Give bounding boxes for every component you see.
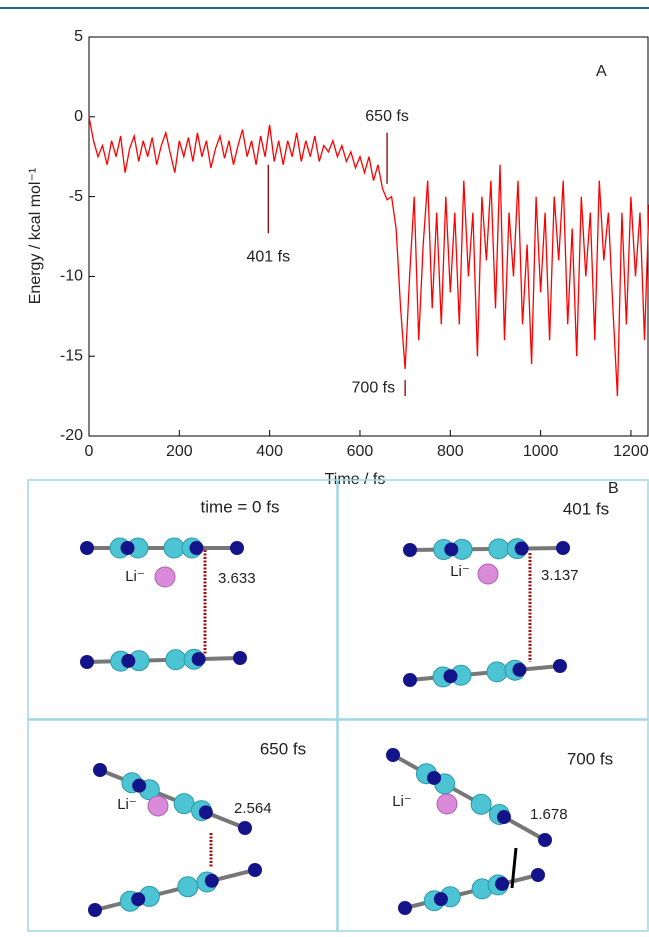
nitrogen-atom — [434, 892, 448, 906]
nitrogen-atom — [205, 874, 219, 888]
nitrogen-atom — [248, 863, 262, 877]
lithium-atom — [478, 564, 498, 584]
nitrogen-atom — [238, 821, 252, 835]
nitrogen-atom — [190, 541, 204, 555]
distance-label: 3.137 — [541, 567, 579, 584]
nitrogen-atom — [398, 901, 412, 915]
lithium-atom — [437, 794, 457, 814]
nitrogen-atom — [230, 541, 244, 555]
x-tick-label: 1200 — [613, 443, 649, 460]
nitrogen-atom — [121, 541, 135, 555]
ion-label: Li⁻ — [117, 796, 137, 813]
panel-title: 401 fs — [563, 499, 609, 518]
panel-title: time = 0 fs — [201, 497, 280, 516]
ion-label: Li⁻ — [125, 568, 145, 585]
carbon-atom — [178, 877, 198, 897]
nitrogen-atom — [556, 541, 570, 555]
plot-frame — [89, 37, 648, 436]
figure: Time / fs Energy / kcal mol⁻¹ A B -20-15… — [0, 0, 649, 932]
nitrogen-atom — [80, 541, 94, 555]
annotation-label: 650 fs — [365, 108, 409, 125]
nitrogen-atom — [132, 779, 146, 793]
nitrogen-atom — [93, 763, 107, 777]
bond — [393, 755, 545, 840]
distance-label: 1.678 — [530, 806, 568, 823]
y-axis-label: Energy / kcal mol⁻¹ — [27, 168, 44, 304]
ion-label: Li⁻ — [450, 563, 470, 580]
annotation-label: 401 fs — [246, 249, 290, 266]
nitrogen-atom — [538, 833, 552, 847]
panel-label: B — [608, 480, 619, 497]
bond — [410, 548, 563, 550]
nitrogen-atom — [233, 651, 247, 665]
panel-frame — [28, 480, 337, 719]
distance-label: 3.633 — [218, 570, 256, 587]
y-tick-label: 5 — [74, 28, 83, 45]
nitrogen-atom — [553, 659, 567, 673]
x-tick-label: 1000 — [523, 443, 559, 460]
lithium-atom — [155, 567, 175, 587]
carbon-atom — [164, 538, 184, 558]
nitrogen-atom — [199, 805, 213, 819]
nitrogen-atom — [403, 543, 417, 557]
y-tick-label: 0 — [74, 108, 83, 125]
carbon-atom — [471, 794, 491, 814]
nitrogen-atom — [88, 903, 102, 917]
nitrogen-atom — [497, 810, 511, 824]
annotation-label: 700 fs — [352, 379, 396, 396]
y-tick-label: -5 — [69, 188, 83, 205]
panel-label: A — [596, 63, 607, 80]
nitrogen-atom — [515, 542, 529, 556]
nitrogen-atom — [513, 663, 527, 677]
nitrogen-atom — [444, 542, 458, 556]
energy-line — [89, 117, 649, 396]
lithium-atom — [148, 796, 168, 816]
carbon-atom — [489, 539, 509, 559]
nitrogen-atom — [192, 652, 206, 666]
x-tick-label: 400 — [256, 443, 283, 460]
carbon-atom — [487, 662, 507, 682]
x-tick-label: 800 — [437, 443, 464, 460]
nitrogen-atom — [131, 892, 145, 906]
x-tick-label: 200 — [166, 443, 193, 460]
y-tick-label: -10 — [60, 268, 83, 285]
nitrogen-atom — [121, 654, 135, 668]
nitrogen-atom — [403, 673, 417, 687]
y-tick-label: -20 — [60, 427, 83, 444]
panel-title: 650 fs — [260, 739, 306, 758]
nitrogen-atom — [531, 868, 545, 882]
carbon-atom — [166, 650, 186, 670]
panel-title: 700 fs — [567, 749, 613, 768]
ion-label: Li⁻ — [392, 793, 412, 810]
bond — [410, 666, 560, 680]
x-tick-label: 600 — [347, 443, 374, 460]
bond — [87, 658, 240, 662]
bond — [95, 870, 255, 910]
nitrogen-atom — [495, 877, 509, 891]
y-tick-label: -15 — [60, 347, 83, 364]
nitrogen-atom — [427, 771, 441, 785]
x-tick-label: 0 — [85, 443, 94, 460]
nitrogen-atom — [80, 655, 94, 669]
nitrogen-atom — [386, 748, 400, 762]
distance-label: 2.564 — [234, 800, 272, 817]
nitrogen-atom — [444, 669, 458, 683]
